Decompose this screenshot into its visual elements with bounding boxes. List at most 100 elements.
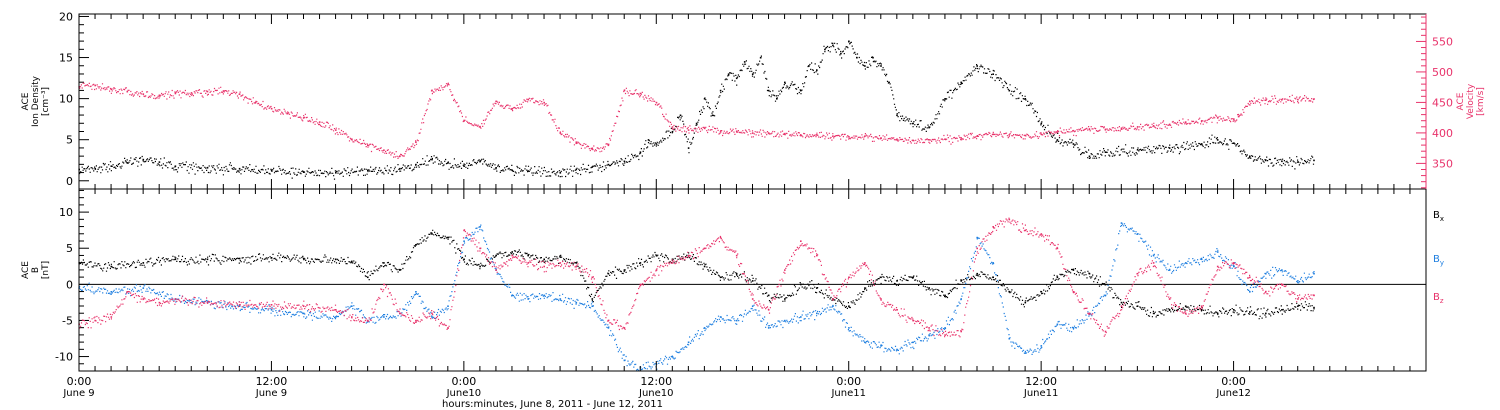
data-point [479,226,481,228]
data-point [800,283,802,286]
data-point [1281,283,1283,286]
data-point [206,301,209,304]
x-tick-time-label: 12:00 [1025,375,1057,388]
data-point [623,160,626,163]
data-point [142,158,145,161]
x-tick-date-label: June11 [1023,388,1059,399]
data-point [1249,291,1251,293]
data-point [767,309,770,311]
data-point [415,141,417,143]
data-point [1281,309,1283,311]
data-point [735,77,738,80]
data-point [1168,298,1171,300]
data-point [1088,312,1091,315]
data-point [743,61,746,63]
x-tick-time-label: 0:00 [452,375,477,388]
data-point [1024,98,1027,100]
series-density-points [79,41,1315,180]
data-point [1152,262,1155,264]
data-point [655,269,658,271]
data-point [399,155,401,158]
data-point [848,40,850,43]
data-point [800,134,802,136]
data-point [527,262,529,264]
data-point [767,327,770,329]
series-bz-points [79,217,1315,338]
series-bx-points [79,229,1315,320]
data-point [784,133,786,136]
data-point [1265,312,1267,315]
data-point [270,309,273,311]
data-point [992,133,994,136]
data-point [335,129,337,131]
data-point [1297,305,1299,307]
data-point [896,280,898,282]
data-point [1184,312,1187,315]
top-left-axis-ticks: 0 5 10 15 20 [59,10,89,190]
bottom-left-axis-ticks: -10 -5 0 5 10 [55,189,89,372]
data-point [383,262,385,264]
top-data [78,40,1315,180]
data-point [1072,129,1075,132]
data-point [431,312,433,315]
data-point [591,276,594,279]
data-point [1281,160,1283,163]
data-point [703,247,706,250]
data-point [1233,265,1235,268]
data-point [776,98,778,100]
data-point [928,287,930,289]
data-point [623,327,626,329]
data-point [302,312,305,315]
data-point [864,135,866,137]
data-point [559,298,562,300]
data-point [575,265,578,268]
data-point [174,92,177,95]
x-tick-time-label: 0:00 [67,375,92,388]
data-point [575,301,578,304]
data-point [495,254,497,257]
data-point [800,240,802,242]
data-point [872,56,874,59]
data-point [463,120,465,122]
data-point [463,240,465,242]
data-point [800,316,802,318]
data-point [1216,265,1219,268]
data-point [591,305,594,307]
data-point [1136,149,1139,151]
data-point [816,254,818,257]
data-point [1104,151,1107,153]
tick-label: 550 [1432,35,1453,48]
data-point [960,280,962,282]
data-point [944,327,946,329]
data-point [1056,139,1059,141]
data-point [1008,291,1011,293]
data-point [1168,269,1171,271]
data-point [1072,143,1075,145]
data-point [976,135,978,137]
data-point [976,247,978,250]
data-point [671,356,674,358]
data-point [447,162,449,164]
data-point [1136,126,1139,128]
data-point [415,244,417,246]
data-point [1249,311,1251,313]
data-point [527,170,529,172]
panel-frames [78,13,1427,372]
data-point [238,93,241,95]
data-point [238,305,241,307]
data-point [671,126,674,128]
data-point [1104,283,1107,286]
data-point [575,141,578,143]
data-point [992,226,994,228]
data-point [864,262,866,264]
data-point [174,298,177,300]
data-point [1249,276,1251,279]
data-point [575,168,578,171]
data-point [591,166,594,168]
data-point [1313,306,1315,309]
data-point [1072,291,1075,293]
x-tick-time-label: 0:00 [836,375,861,388]
data-point [575,262,578,264]
data-point [639,151,642,153]
bottom-legend: Bx By Bz [1433,210,1444,305]
